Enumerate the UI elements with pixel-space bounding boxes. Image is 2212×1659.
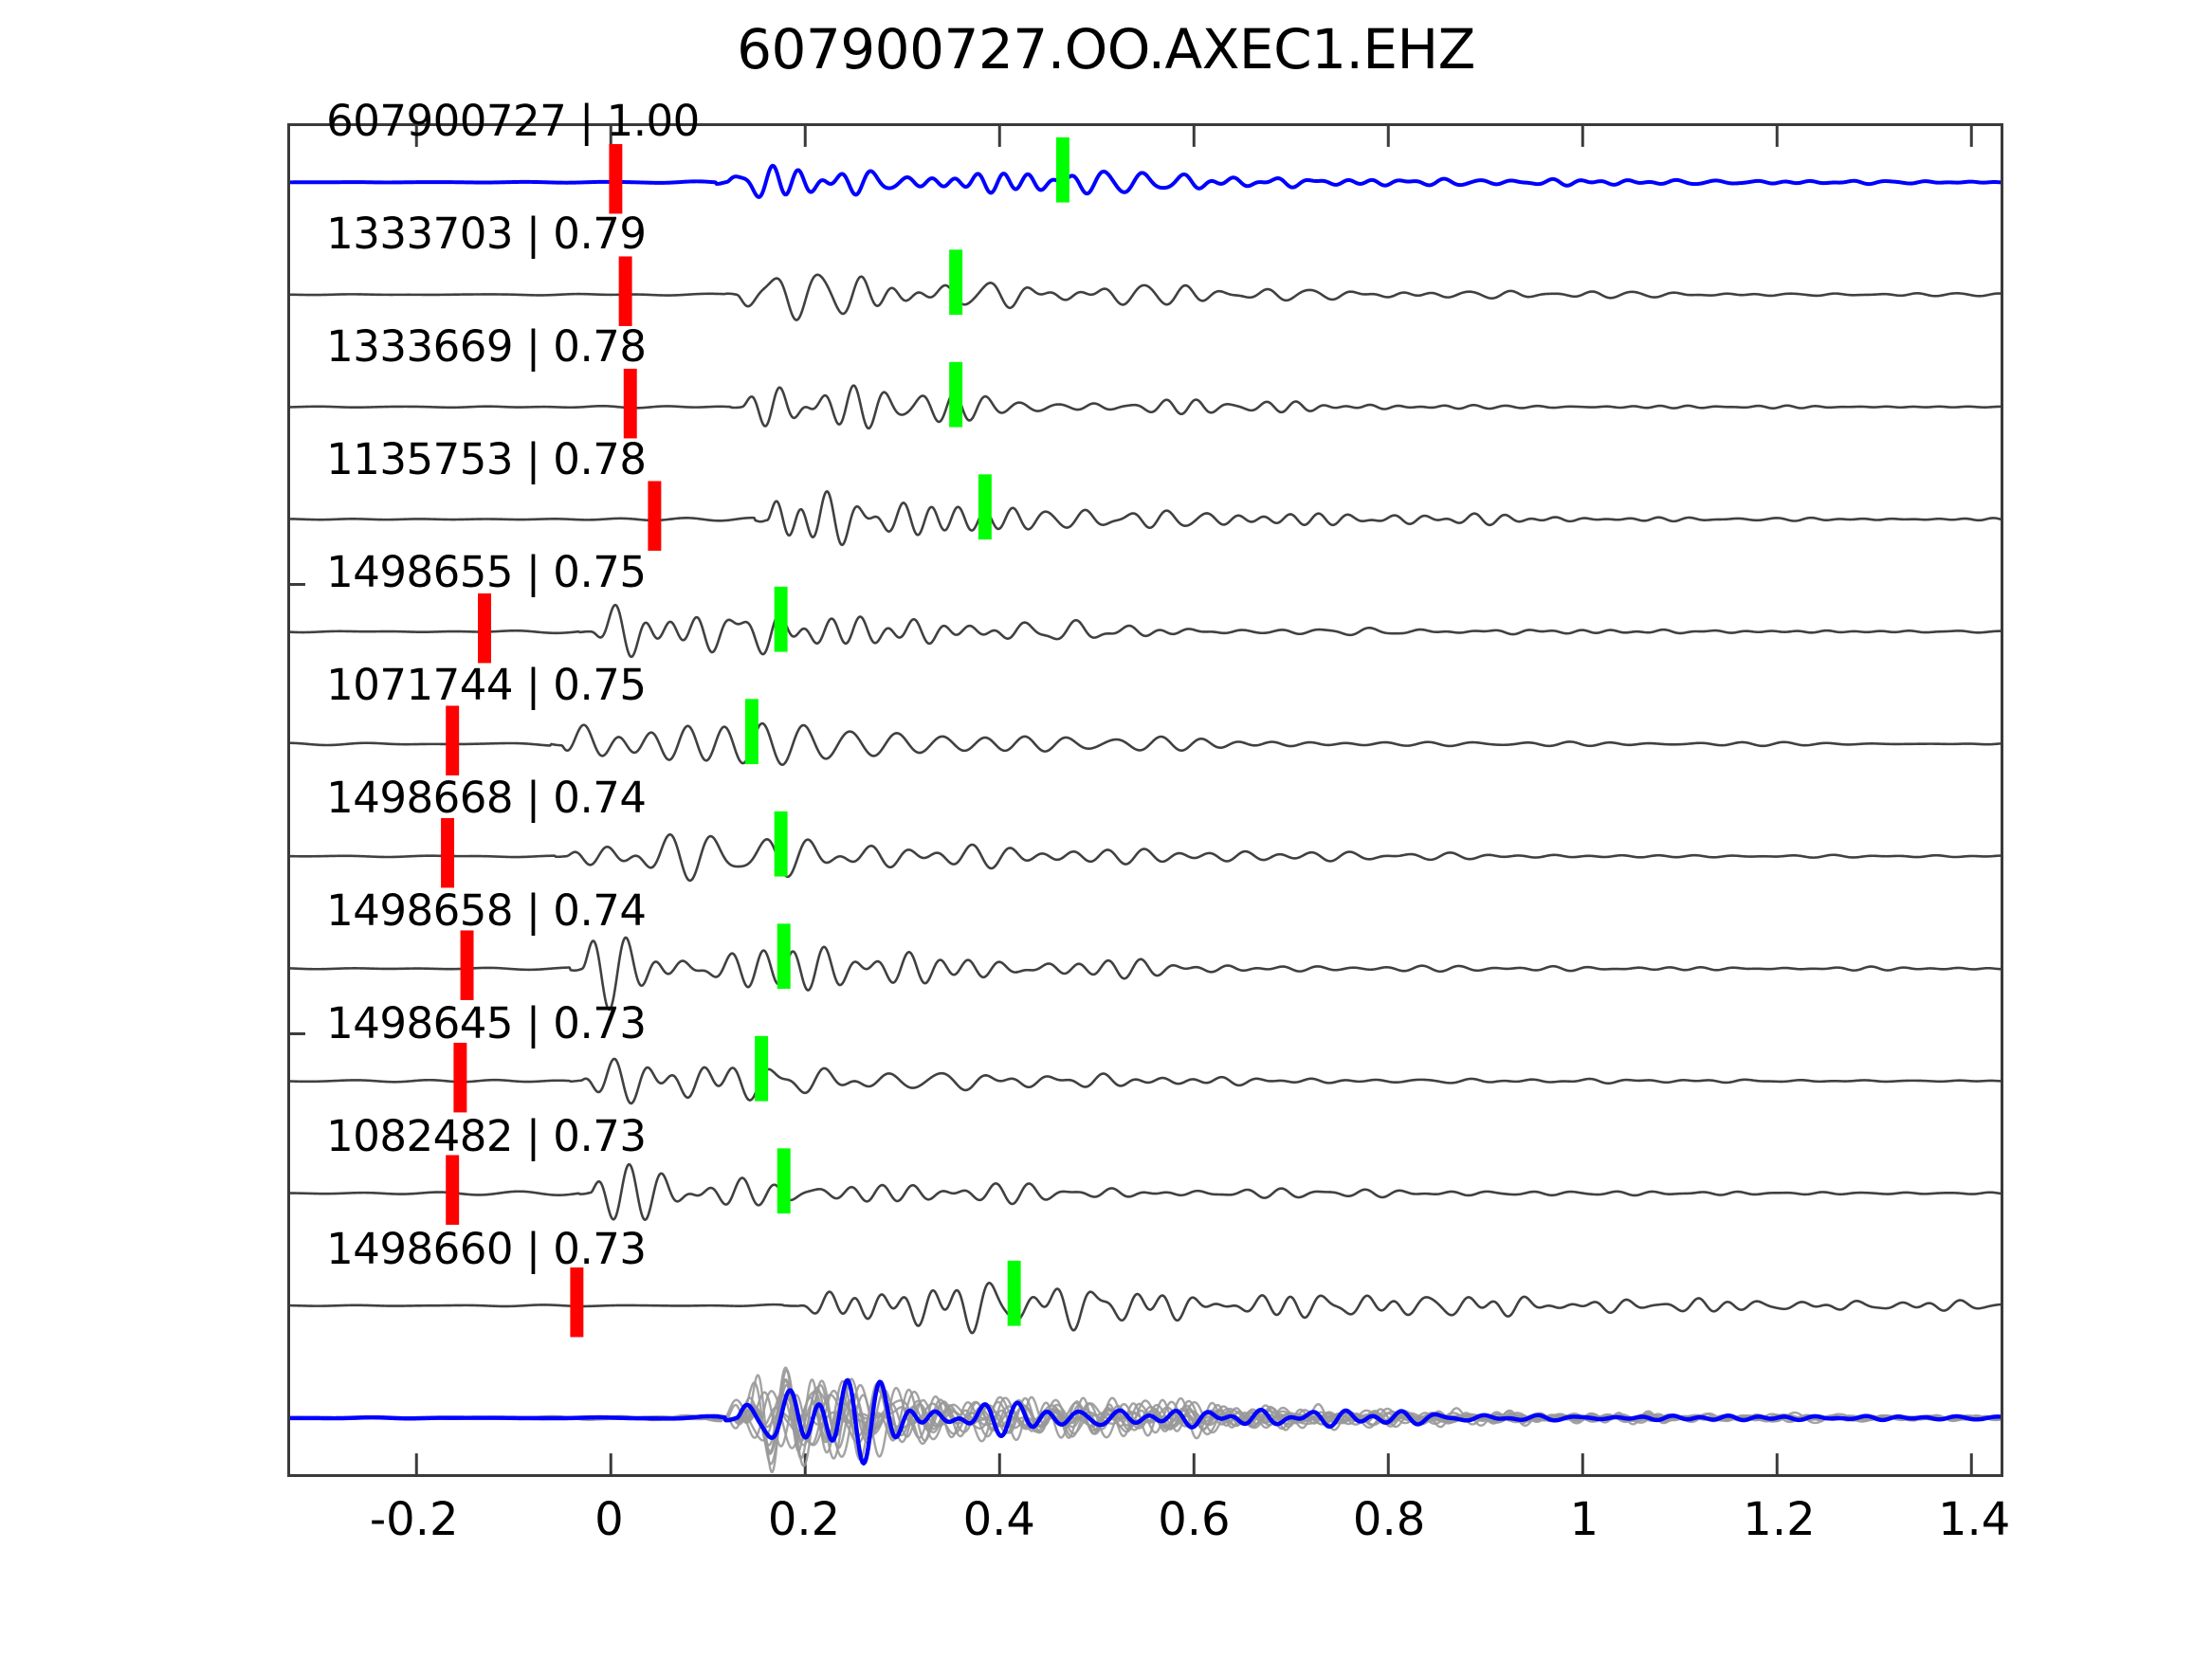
s-pick-marker-1498668 [774, 811, 788, 877]
s-pick-marker-607900727 [1055, 137, 1069, 203]
trace-group-1498660 [290, 1260, 2001, 1338]
trace-group-1498658 [290, 923, 2001, 1012]
waveform-1498658 [290, 936, 2001, 1012]
x-tick-label-6: 1 [1569, 1493, 1600, 1546]
s-pick-marker-1333669 [949, 361, 963, 428]
x-tick-label-8: 1.4 [1937, 1493, 2011, 1546]
s-pick-marker-1498655 [774, 586, 788, 652]
aligned-stack-group [290, 1366, 2001, 1474]
p-pick-marker-1498658 [460, 930, 474, 1000]
trace-group-1498668 [290, 811, 2001, 888]
s-pick-marker-1135753 [978, 474, 992, 540]
p-pick-marker-1333703 [618, 256, 632, 326]
p-pick-marker-1135753 [648, 481, 662, 551]
waveform-1498645 [290, 1057, 2001, 1105]
waveform-1135753 [290, 489, 2001, 547]
p-pick-marker-607900727 [609, 143, 623, 214]
x-tick-label-3: 0.4 [962, 1493, 1035, 1546]
x-tick-label-7: 1.2 [1743, 1493, 1816, 1546]
x-tick-label-2: 0.2 [767, 1493, 841, 1546]
stack-gray-trace [290, 1381, 2001, 1466]
x-axis-tick-labels: -0.2 0 0.2 0.4 0.6 0.8 1 1.2 1.4 [287, 1493, 2010, 1569]
waveform-1333669 [290, 384, 2001, 430]
trace-group-1135753 [290, 474, 2001, 551]
stack-reference-trace [290, 1377, 2001, 1466]
trace-group-1498655 [290, 586, 2001, 664]
p-pick-marker-1498668 [441, 817, 455, 888]
trace-group-607900727 [290, 137, 2001, 214]
s-pick-marker-1082482 [777, 1148, 791, 1214]
waveform-canvas [290, 126, 2001, 1474]
x-tick-label-0: -0.2 [369, 1493, 459, 1546]
s-pick-marker-1498645 [755, 1035, 769, 1102]
trace-group-1071744 [290, 699, 2001, 775]
trace-group-1082482 [290, 1148, 2001, 1225]
s-pick-marker-1333703 [949, 249, 963, 316]
trace-group-1498645 [290, 1035, 2001, 1113]
trace-group-1333703 [290, 249, 2001, 326]
p-pick-marker-1498655 [478, 592, 491, 664]
plot-area [287, 123, 2003, 1477]
waveform-1333703 [290, 273, 2001, 321]
waveform-1498660 [290, 1281, 2001, 1335]
waveform-1498668 [290, 832, 2001, 883]
waveform-1071744 [290, 721, 2001, 766]
p-pick-marker-1071744 [446, 705, 460, 775]
waveform-607900727 [290, 163, 2001, 199]
p-pick-marker-1333669 [623, 368, 637, 439]
x-tick-label-5: 0.8 [1352, 1493, 1426, 1546]
waveform-1498655 [290, 603, 2001, 659]
s-pick-marker-1071744 [744, 699, 759, 765]
s-pick-marker-1498658 [777, 923, 791, 990]
p-pick-marker-1498660 [570, 1267, 584, 1338]
p-pick-marker-1498645 [453, 1042, 467, 1113]
page-title: 607900727.OO.AXEC1.EHZ [737, 17, 1475, 82]
x-tick-label-1: 0 [594, 1493, 624, 1546]
p-pick-marker-1082482 [446, 1155, 460, 1225]
s-pick-marker-1498660 [1007, 1260, 1021, 1326]
x-tick-label-4: 0.6 [1158, 1493, 1231, 1546]
waveform-1082482 [290, 1162, 2001, 1221]
trace-group-1333669 [290, 361, 2001, 439]
